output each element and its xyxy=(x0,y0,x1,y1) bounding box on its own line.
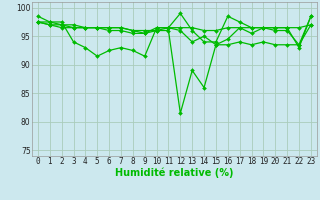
X-axis label: Humidité relative (%): Humidité relative (%) xyxy=(115,168,234,178)
